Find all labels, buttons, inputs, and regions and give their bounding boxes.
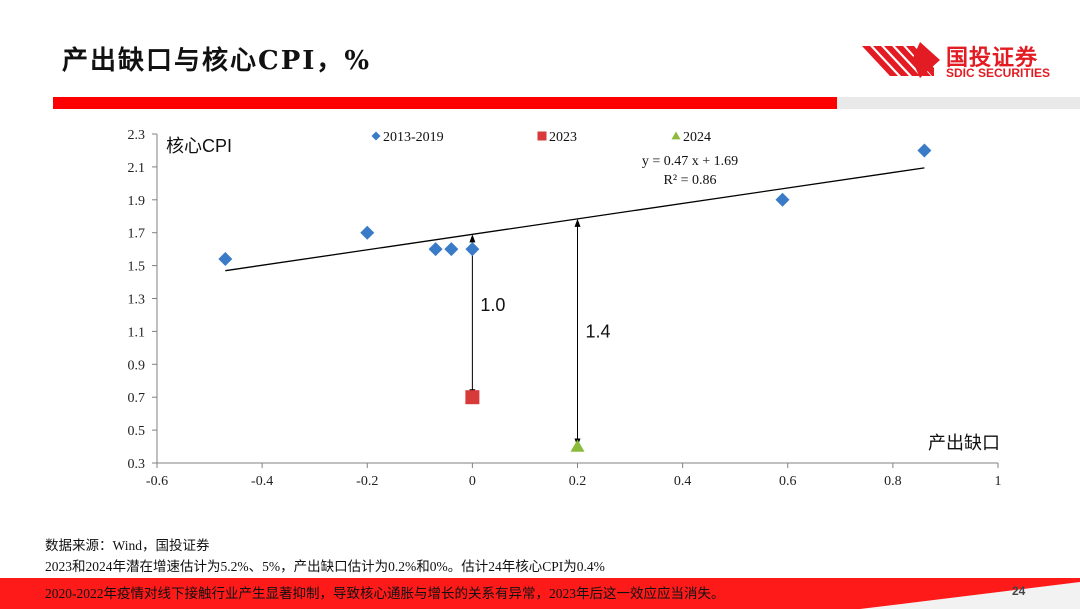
legend-label: 2013-2019 xyxy=(383,130,444,145)
x-tick-label: 0.6 xyxy=(779,474,797,489)
gap-arrowhead-top xyxy=(469,234,476,243)
slide-title: 产出缺口与核心CPI，% xyxy=(62,46,372,76)
brand-logo-mark xyxy=(862,42,940,78)
y-tick-label: 1.3 xyxy=(128,293,146,308)
y-axis-title: 核心CPI xyxy=(166,136,232,156)
page-number: 24 xyxy=(1012,584,1026,598)
trendline-r2: R² = 0.86 xyxy=(664,173,717,188)
logo-subtitle: SDIC SECURITIES xyxy=(946,66,1051,80)
x-tick-label: 0.4 xyxy=(674,474,692,489)
x-tick-label: 0.2 xyxy=(569,474,587,489)
legend-marker-2023 xyxy=(537,131,547,141)
data-point-2013-2019 xyxy=(360,225,375,240)
logo-name: 国投证券 xyxy=(946,46,1039,71)
legend-marker-2024 xyxy=(671,131,681,140)
legend-label: 2024 xyxy=(683,130,711,145)
gap-arrowhead-top xyxy=(574,218,581,227)
x-tick-label: -0.4 xyxy=(251,474,273,489)
legend-marker-2013-2019 xyxy=(371,131,381,141)
source-note: 数据来源：Wind，国投证券 xyxy=(45,538,210,553)
y-tick-label: 0.7 xyxy=(128,391,146,406)
footer-band xyxy=(0,578,1080,609)
y-tick-label: 0.9 xyxy=(128,358,146,373)
title-underline-red xyxy=(53,97,837,109)
x-tick-label: 0.8 xyxy=(884,474,902,489)
x-tick-label: 1 xyxy=(995,474,1002,489)
footer-note: 2020-2022年疫情对线下接触行业产生显著抑制，导致核心通胀与增长的关系有异… xyxy=(45,586,725,601)
x-tick-label: -0.2 xyxy=(356,474,378,489)
title-underline-gray xyxy=(837,97,1080,109)
y-tick-label: 1.5 xyxy=(128,260,146,275)
trendline-equation: y = 0.47 x + 1.69 xyxy=(642,154,738,169)
trendline xyxy=(225,167,925,272)
data-point-2013-2019 xyxy=(775,192,790,207)
assumption-note: 2023和2024年潜在增速估计为5.2%、5%，产出缺口估计为0.2%和0%。… xyxy=(45,559,605,574)
data-point-2013-2019 xyxy=(444,242,459,257)
y-tick-label: 2.3 xyxy=(128,128,146,143)
logo-stripes-icon xyxy=(862,42,940,78)
data-point-2013-2019 xyxy=(428,242,443,257)
y-tick-label: 1.9 xyxy=(128,194,146,209)
data-point-2013-2019 xyxy=(917,143,932,158)
y-tick-label: 1.1 xyxy=(128,325,146,340)
y-tick-label: 2.1 xyxy=(128,161,146,176)
notes-block: 数据来源：Wind，国投证券 2023和2024年潜在增速估计为5.2%、5%，… xyxy=(45,535,605,577)
legend-label: 2023 xyxy=(549,130,577,145)
y-tick-label: 0.5 xyxy=(128,424,146,439)
gap-label: 1.0 xyxy=(480,295,505,315)
x-axis-title: 产出缺口 xyxy=(928,433,1000,453)
y-tick-label: 0.3 xyxy=(128,457,146,472)
x-tick-label: 0 xyxy=(469,474,476,489)
data-point-2024 xyxy=(570,439,585,452)
data-point-2013-2019 xyxy=(218,252,233,267)
gap-label: 1.4 xyxy=(586,322,611,342)
y-tick-label: 1.7 xyxy=(128,227,146,242)
data-point-2013-2019 xyxy=(465,242,480,257)
data-point-2023 xyxy=(465,390,480,405)
x-tick-label: -0.6 xyxy=(146,474,168,489)
